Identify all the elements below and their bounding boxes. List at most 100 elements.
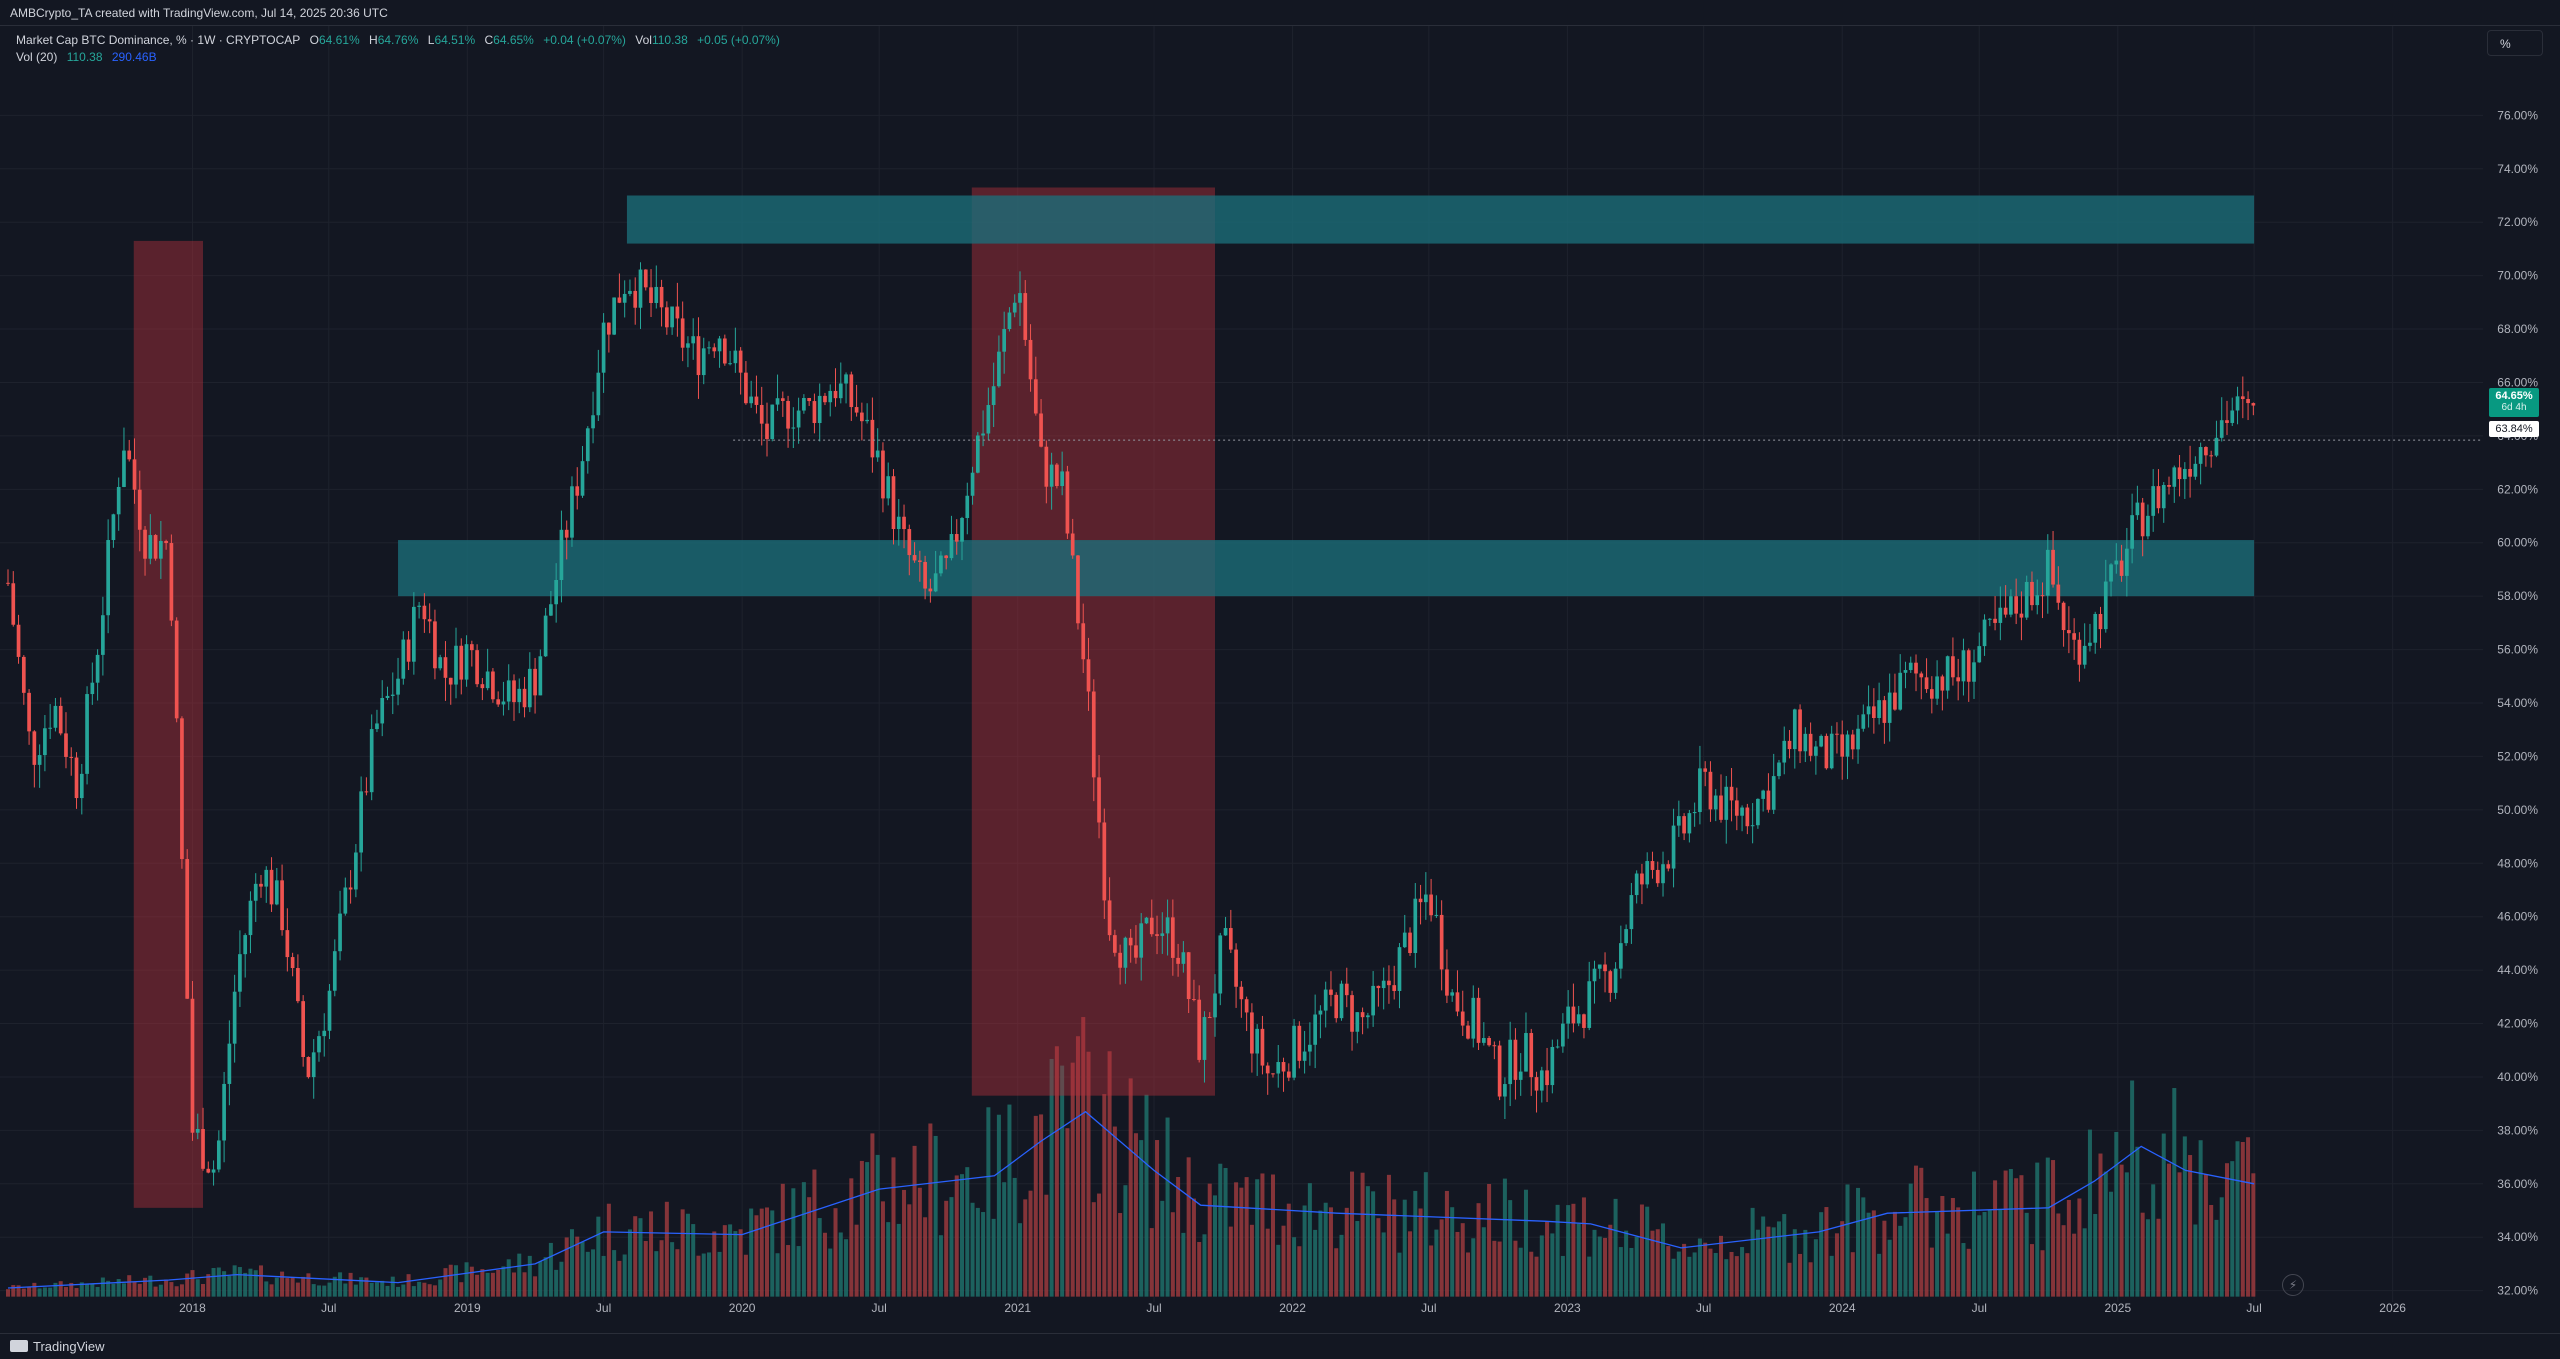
volume-bar <box>1850 1252 1855 1297</box>
volume-bar <box>1534 1256 1539 1297</box>
volume-bar <box>417 1281 422 1297</box>
volume-bar <box>649 1211 654 1297</box>
volume-bar <box>1123 1185 1128 1297</box>
volume-bar <box>1060 1065 1065 1297</box>
tradingview-logo[interactable]: TradingView <box>10 1339 105 1354</box>
volume-bar <box>954 1175 959 1297</box>
volume-bar <box>1065 1128 1070 1297</box>
price-chart[interactable]: 32.00% 34.00% 36.00% 38.00% 40.00% 42.00% 44.0… <box>0 26 2560 1333</box>
candle-body <box>997 351 1001 387</box>
volume-bar <box>1782 1214 1787 1297</box>
volume-bar <box>670 1242 675 1297</box>
volume-bar <box>480 1269 485 1297</box>
candle-body <box>2225 420 2229 423</box>
candle-body <box>1619 943 1623 969</box>
candle-body <box>722 338 727 364</box>
volume-bar <box>248 1268 253 1297</box>
candle-body <box>1592 968 1597 982</box>
candle-body <box>464 644 469 680</box>
candle-body <box>296 968 300 1002</box>
lightning-icon[interactable]: ⚡ <box>2282 1274 2304 1296</box>
candle-body <box>159 540 163 559</box>
volume-bar <box>258 1265 263 1297</box>
x-tick-label: Jul <box>1421 1301 1436 1315</box>
y-tick-label: 60.00% <box>2497 536 2538 550</box>
volume-bar <box>1513 1240 1518 1297</box>
candle-body <box>601 322 606 373</box>
volume-bar <box>780 1183 785 1297</box>
y-tick-label: 52.00% <box>2497 749 2538 763</box>
candle-body <box>849 374 854 408</box>
volume-bar <box>1808 1262 1813 1297</box>
volume-bar <box>680 1209 685 1297</box>
volume-bar <box>127 1275 132 1297</box>
candle-body <box>43 728 47 756</box>
volume-bar <box>880 1201 885 1297</box>
candle-body <box>1049 464 1054 487</box>
candle-body <box>21 656 26 693</box>
legend-vol20-label[interactable]: Vol (20) <box>16 50 58 64</box>
candle-body <box>322 1030 327 1037</box>
candle-body <box>2172 467 2177 487</box>
volume-bar <box>2177 1172 2182 1297</box>
unit-toggle-button[interactable]: % <box>2487 30 2543 56</box>
volume-bar <box>469 1266 474 1297</box>
volume-bar <box>1529 1251 1534 1297</box>
candle-body <box>1893 692 1897 710</box>
candle-body <box>1987 618 1992 620</box>
candle-body <box>1281 1062 1286 1072</box>
volume-bar <box>211 1268 216 1297</box>
candle-body <box>612 297 616 335</box>
volume-bar <box>490 1272 495 1297</box>
volume-bar <box>269 1284 274 1297</box>
candle-body <box>438 657 443 669</box>
volume-bar <box>1581 1197 1586 1297</box>
candle-body <box>2093 613 2098 643</box>
candle-body <box>1323 989 1328 1011</box>
volume-bar <box>1044 1194 1049 1297</box>
volume-bar <box>280 1271 285 1297</box>
volume-bar <box>2224 1163 2229 1297</box>
volume-bar <box>1197 1242 1202 1297</box>
volume-bar <box>859 1160 864 1297</box>
candle-body <box>1908 662 1913 671</box>
candle-body <box>1814 746 1818 756</box>
candle-body <box>823 395 827 403</box>
candle-body <box>216 1140 221 1170</box>
legend-vol20-value: 110.38 <box>66 50 103 64</box>
volume-bar <box>606 1203 611 1297</box>
volume-bar <box>1213 1195 1218 1297</box>
candle-body <box>881 450 885 499</box>
volume-bar <box>27 1286 32 1297</box>
candle-body <box>2114 560 2119 565</box>
legend-symbol[interactable]: Market Cap BTC Dominance, % · 1W · CRYPT… <box>16 33 301 47</box>
candle-body <box>2024 581 2029 618</box>
volume-bar <box>179 1284 184 1297</box>
candle-body <box>122 450 126 487</box>
candle-body <box>1055 464 1059 487</box>
volume-bar <box>1144 1094 1149 1297</box>
candle-body <box>417 605 421 607</box>
legend-volume-row: Vol (20) 110.38 290.46B <box>16 49 780 66</box>
candle-body <box>1297 1025 1302 1061</box>
volume-bar <box>2035 1162 2040 1297</box>
candle-body <box>585 428 590 462</box>
volume-bar <box>1450 1207 1455 1297</box>
volume-bar <box>390 1276 395 1297</box>
candle-body <box>2056 584 2061 603</box>
volume-bar <box>11 1285 16 1297</box>
volume-bar <box>232 1265 237 1297</box>
volume-bar <box>2045 1157 2050 1297</box>
volume-bar <box>295 1282 300 1297</box>
candle-body <box>1070 533 1075 556</box>
volume-bar <box>443 1268 448 1297</box>
volume-bar <box>1819 1212 1824 1297</box>
volume-bar <box>965 1167 970 1297</box>
candle-body <box>1207 1017 1212 1019</box>
candle-body <box>32 731 37 765</box>
candle-body <box>1550 1046 1555 1086</box>
volume-bar <box>1423 1172 1428 1297</box>
candle-body <box>1945 656 1950 691</box>
volume-bar <box>406 1274 411 1297</box>
candle-body <box>1165 917 1170 934</box>
